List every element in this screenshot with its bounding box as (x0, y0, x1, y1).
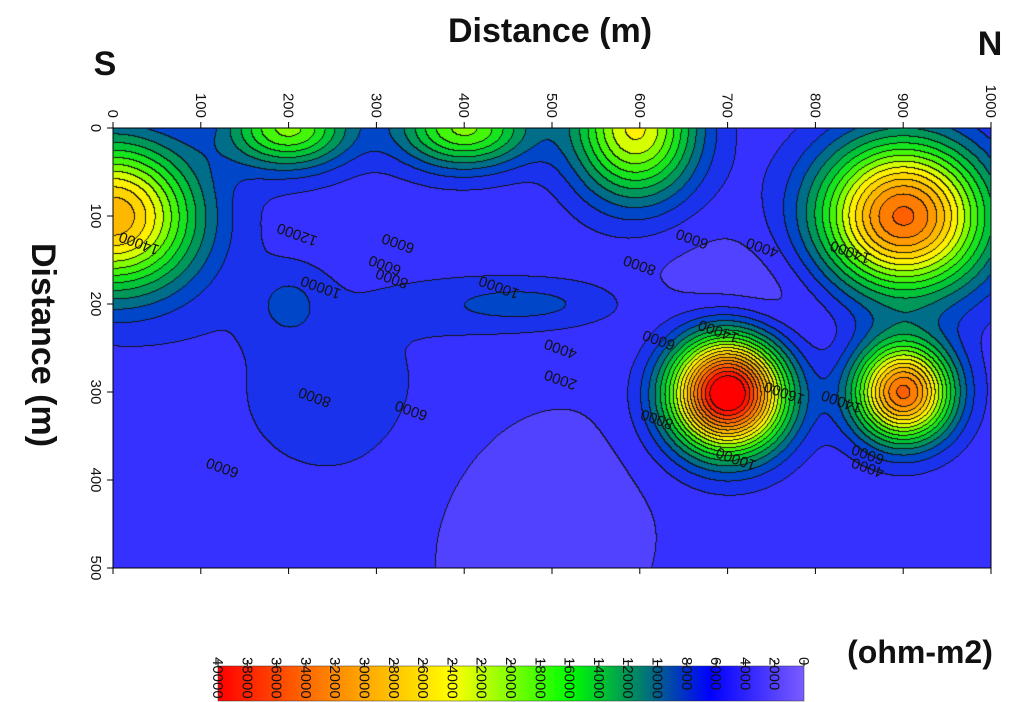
colorbar-label: (ohm-m2) (847, 634, 993, 670)
colorbar-tick-label: 36000 (268, 657, 285, 699)
y-axis-ticks: 0 100 200 300 400 500 (87, 124, 113, 581)
colorbar-tick-label: 40000 (209, 657, 226, 699)
colorbar-tick-label: 22000 (473, 657, 490, 699)
x-tick-label: 0 (104, 110, 121, 118)
x-tick-label: 900 (894, 93, 911, 118)
colorbar-tick-label: 34000 (297, 657, 314, 699)
colorbar-tick-label: 12000 (619, 657, 636, 699)
colorbar-tick-label: 28000 (385, 657, 402, 699)
x-tick-label: 600 (631, 93, 648, 118)
colorbar-tick-label: 18000 (531, 657, 548, 699)
colorbar-tick-label: 4000 (736, 657, 753, 690)
y-tick-label: 300 (87, 379, 104, 404)
y-tick-label: 100 (87, 203, 104, 228)
chart-title: Distance (m) (448, 12, 652, 50)
colorbar-tick-label: 32000 (326, 657, 343, 699)
x-tick-label: 500 (543, 93, 560, 118)
colorbar-tick-label: 6000 (707, 657, 724, 690)
x-tick-label: 1000 (982, 85, 999, 118)
x-tick-label: 400 (455, 93, 472, 118)
colorbar-tick-label: 8000 (678, 657, 695, 690)
colorbar-tick-label: 2000 (766, 657, 783, 690)
x-axis-ticks: 0 100 200 300 400 500 600 700 800 900 1000 (104, 85, 999, 574)
colorbar-tick-label: 10000 (649, 657, 666, 699)
y-tick-label: 200 (87, 291, 104, 316)
x-tick-label: 200 (280, 93, 297, 118)
plot-area: 14000 12000100006000800060001000080006000… (112, 127, 992, 569)
colorbar-ticks: 40000 38000 36000 34000 32000 30000 28000 26000… (209, 657, 812, 699)
y-axis-label: Distance (m) (24, 243, 62, 447)
colorbar-tick-label: 38000 (238, 657, 255, 699)
y-tick-label: 500 (87, 555, 104, 580)
colorbar: 40000 38000 36000 34000 32000 30000 28000 26000… (209, 657, 812, 702)
colorbar-gradient (217, 665, 805, 702)
x-tick-label: 800 (806, 93, 823, 118)
resistivity-heatmap (113, 128, 991, 568)
x-tick-label: 700 (719, 93, 736, 118)
north-label: N (978, 25, 1003, 63)
colorbar-tick-label: 24000 (443, 657, 460, 699)
x-tick-label: 300 (367, 93, 384, 118)
x-tick-label: 100 (192, 93, 209, 118)
colorbar-tick-label: 14000 (590, 657, 607, 699)
y-tick-label: 0 (87, 124, 104, 132)
y-tick-label: 400 (87, 467, 104, 492)
south-label: S (94, 45, 117, 83)
colorbar-tick-label: 20000 (502, 657, 519, 699)
colorbar-tick-label: 30000 (356, 657, 373, 699)
colorbar-tick-label: 0 (795, 657, 812, 665)
colorbar-tick-label: 16000 (561, 657, 578, 699)
colorbar-tick-label: 26000 (414, 657, 431, 699)
